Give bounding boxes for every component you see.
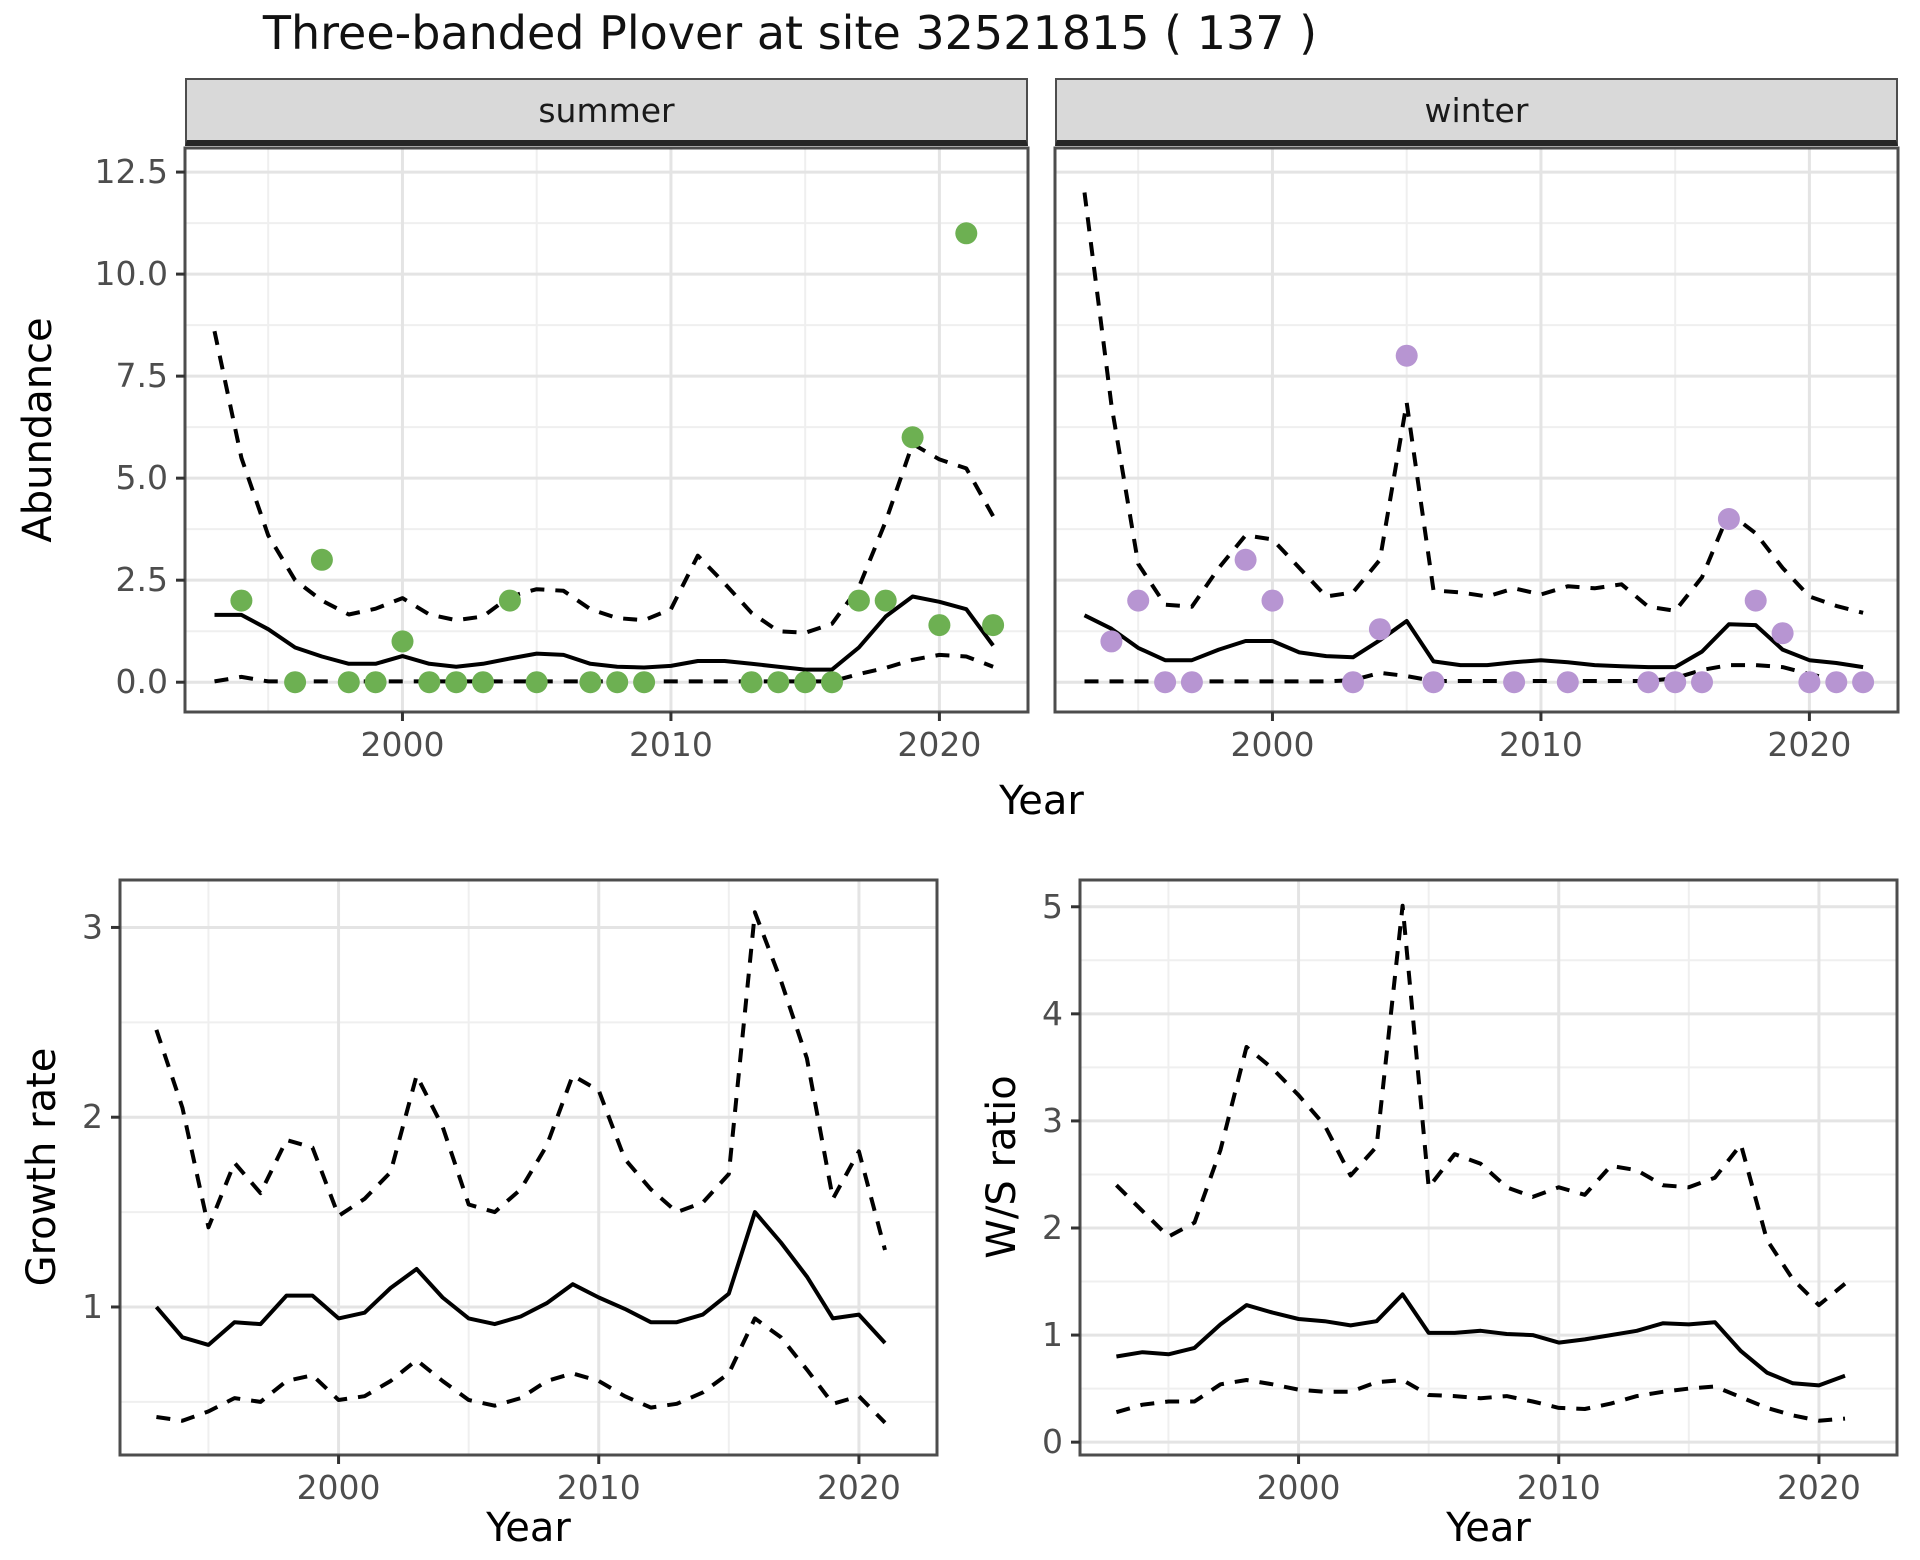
svg-text:2020: 2020 xyxy=(1777,1468,1861,1507)
svg-text:0.0: 0.0 xyxy=(116,662,168,701)
svg-text:7.5: 7.5 xyxy=(116,356,168,395)
abundance-winter-lower_ci-line xyxy=(1084,663,1864,684)
ws-ratio-upper_ci-line xyxy=(1114,903,1847,1308)
svg-text:2020: 2020 xyxy=(897,725,981,764)
svg-text:2000: 2000 xyxy=(360,725,444,764)
facet-strip-winter-label: winter xyxy=(1424,90,1529,130)
svg-text:1: 1 xyxy=(1042,1315,1063,1354)
svg-text:2010: 2010 xyxy=(1499,725,1583,764)
ws-ratio-chart: 2000 2010 2020 0 1 2 3 4 5 xyxy=(1042,878,1899,1507)
abundance-winter-chart: 2000 2010 2020 xyxy=(1053,146,1900,764)
growth-rate-mean-line xyxy=(154,1210,887,1347)
page-title: Three-banded Plover at site 32521815 ( 1… xyxy=(262,6,1318,60)
svg-text:2000: 2000 xyxy=(1257,1468,1341,1507)
facet-strip-summer: summer xyxy=(185,78,1028,146)
svg-text:2000: 2000 xyxy=(1230,725,1314,764)
svg-text:1: 1 xyxy=(82,1287,103,1326)
ws-ratio-lower_ci-line xyxy=(1115,1378,1846,1423)
svg-text:10.0: 10.0 xyxy=(95,254,168,293)
abundance-summer-upper_ci-line xyxy=(212,330,995,635)
facet-strip-summer-label: summer xyxy=(538,90,675,130)
abundance-winter-mean-line xyxy=(1083,613,1864,670)
svg-text:3: 3 xyxy=(1042,1101,1063,1140)
svg-text:4: 4 xyxy=(1042,994,1063,1033)
facet-strip-winter: winter xyxy=(1055,78,1898,146)
abundance-summer-mean-line xyxy=(214,594,995,672)
svg-text:2: 2 xyxy=(82,1097,103,1136)
svg-text:3: 3 xyxy=(82,907,103,946)
observed-counts-summer xyxy=(230,222,1005,694)
svg-text:5.0: 5.0 xyxy=(116,458,168,497)
growth-rate-lower_ci-line xyxy=(156,1316,887,1425)
growth-rate-upper_ci-line xyxy=(154,910,887,1251)
svg-text:0: 0 xyxy=(1042,1422,1063,1461)
x-axis-title-year-top: Year xyxy=(999,778,1084,824)
svg-text:2020: 2020 xyxy=(1767,725,1851,764)
svg-text:2010: 2010 xyxy=(1517,1468,1601,1507)
svg-text:12.5: 12.5 xyxy=(95,152,168,191)
svg-text:2: 2 xyxy=(1042,1208,1063,1247)
svg-text:5: 5 xyxy=(1042,887,1063,926)
svg-text:2010: 2010 xyxy=(629,725,713,764)
svg-text:2000: 2000 xyxy=(297,1468,381,1507)
x-axis-title-year-growth: Year xyxy=(486,1505,571,1551)
growth-rate-chart: 2000 2010 2020 1 2 3 xyxy=(82,878,939,1507)
svg-text:2.5: 2.5 xyxy=(116,560,168,599)
ws-ratio-mean-line xyxy=(1116,1292,1846,1388)
observed-counts-winter xyxy=(1100,344,1875,694)
svg-text:2020: 2020 xyxy=(817,1468,901,1507)
abundance-summer-chart: 2000 2010 2020 0.0 2.5 5.0 7.5 10.0 12.5 xyxy=(95,146,1030,764)
x-axis-title-year-ws: Year xyxy=(1446,1505,1531,1551)
svg-text:2010: 2010 xyxy=(557,1468,641,1507)
